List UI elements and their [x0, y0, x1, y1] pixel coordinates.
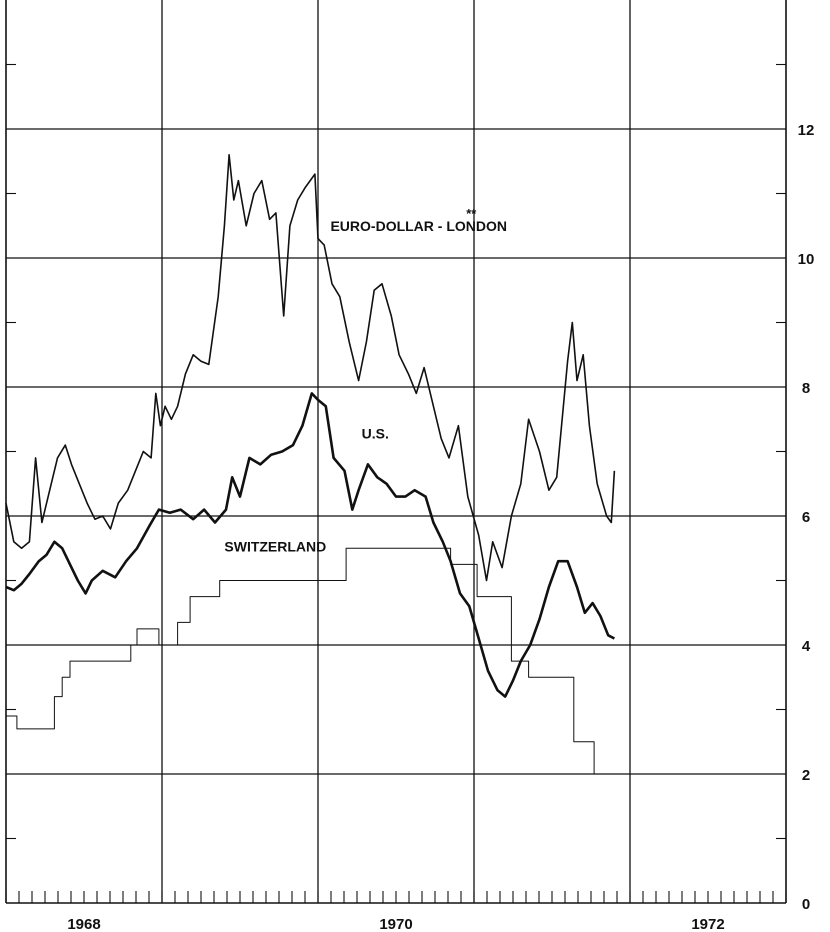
series-line-euro-dollar-london	[5, 154, 616, 582]
chart-series	[5, 154, 616, 775]
chart-grid	[5, 0, 787, 904]
x-tick-label: 1970	[379, 916, 412, 932]
euro-dollar-footnote-mark: **	[466, 206, 477, 221]
y-tick-label: 6	[802, 509, 810, 526]
series-line-switzerland	[5, 547, 615, 775]
euro-dollar-label: EURO-DOLLAR - LONDON	[330, 218, 507, 234]
series-line-us	[5, 392, 615, 698]
y-tick-label: 8	[802, 380, 810, 397]
x-tick-label: 1972	[691, 916, 724, 932]
x-tick-label: 1968	[67, 916, 100, 932]
y-tick-label: 10	[798, 251, 815, 268]
y-tick-label: 12	[798, 122, 815, 139]
y-tick-label: 2	[802, 767, 810, 784]
us-label: U.S.	[362, 426, 389, 442]
x-axis-ticks	[5, 63, 787, 903]
y-tick-label: 4	[802, 638, 811, 655]
chart-labels: 0 2 4 6 8 10 12 1968 1970 1972 EURO-DOLLAR - LONDO…	[67, 122, 814, 932]
y-tick-label: 0	[802, 896, 810, 913]
switzerland-label: SWITZERLAND	[224, 538, 326, 554]
